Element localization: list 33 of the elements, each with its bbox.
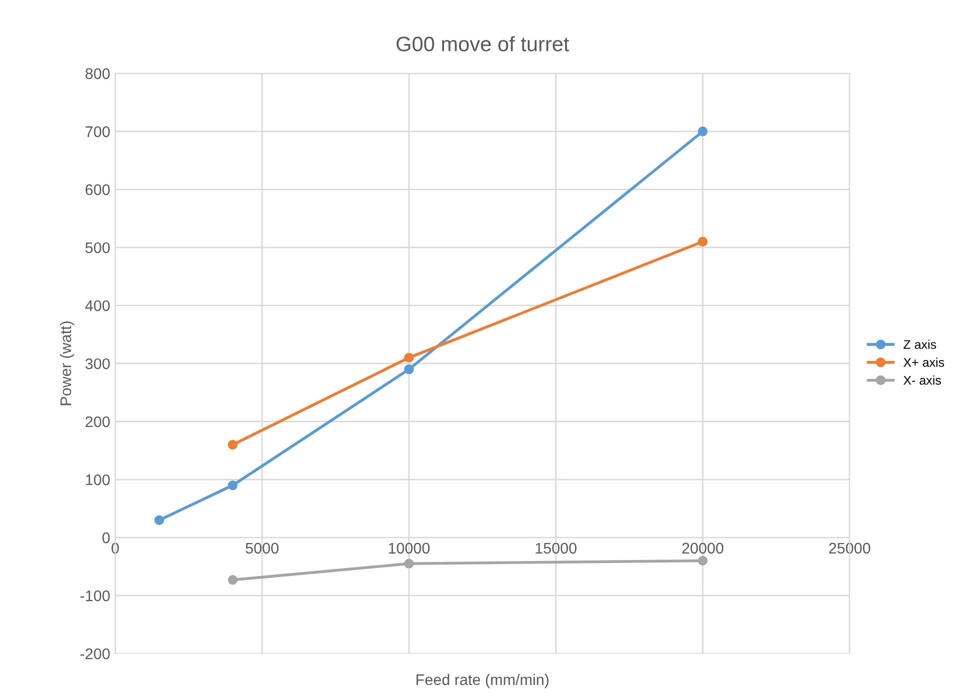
point [698, 556, 708, 566]
y-tick-label: 700 [86, 126, 110, 138]
point [228, 575, 238, 585]
x-tick-label: 25000 [829, 542, 870, 554]
y-tick-label: 400 [85, 300, 110, 312]
legend-label: Z axis [904, 340, 936, 349]
y-tick-label: -100 [80, 590, 110, 602]
y-tick-label: 500 [85, 242, 110, 254]
legend-label: X- axis [903, 376, 941, 385]
y-tick-label: 100 [86, 474, 110, 486]
y-tick-label: 600 [86, 184, 110, 196]
point [404, 364, 414, 374]
y-tick-label: -200 [80, 648, 110, 660]
x-tick-label: 10000 [388, 542, 430, 554]
point [154, 515, 164, 525]
x-tick-label: 0 [112, 542, 119, 554]
y-tick-label: 0 [102, 532, 110, 544]
y-tick-label: 800 [86, 68, 110, 80]
y-axis-title: Power (watt) [60, 322, 74, 406]
y-tick-label: 300 [85, 358, 110, 370]
point [698, 236, 708, 247]
point [404, 352, 414, 363]
x-tick-label: 20000 [682, 542, 724, 554]
point [698, 126, 708, 136]
x-axis-title: Feed rate (mm/min) [416, 674, 549, 688]
point [404, 558, 414, 568]
x-tick-label: 15000 [536, 542, 576, 554]
point [228, 440, 238, 450]
chart-title: G00 move of turret [396, 36, 570, 52]
legend-label: X+ axis [903, 358, 944, 367]
x-tick-label: 5000 [246, 542, 278, 554]
point [228, 480, 238, 490]
y-tick-label: 200 [86, 416, 110, 428]
